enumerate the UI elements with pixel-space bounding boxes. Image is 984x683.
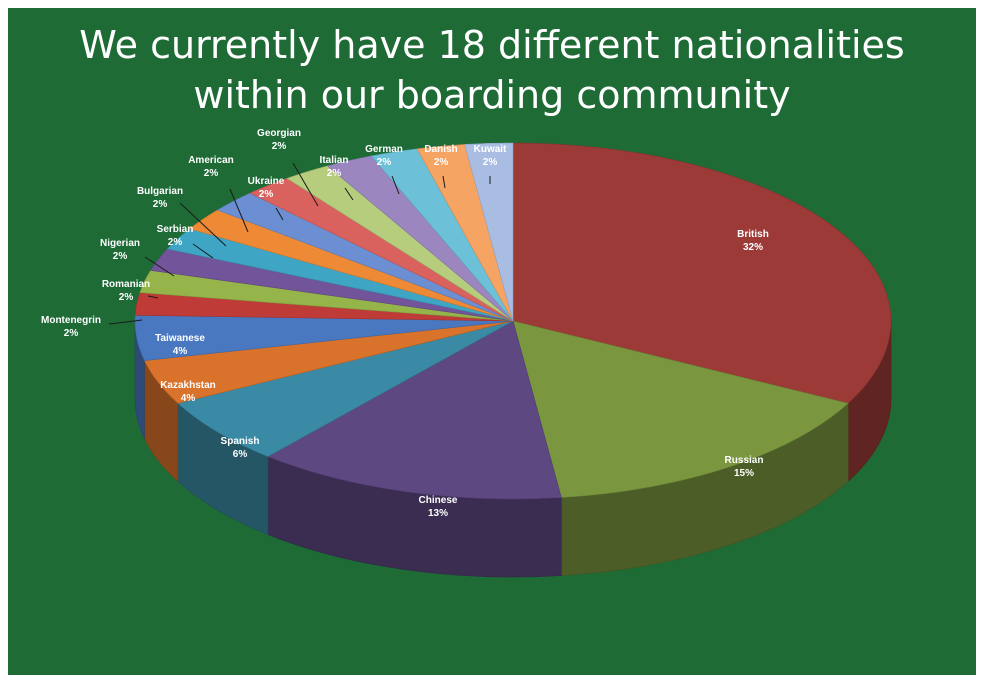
value-label-ukraine: 2% — [259, 189, 274, 200]
value-label-serbian: 2% — [168, 237, 183, 248]
label-danish: Danish — [424, 144, 457, 155]
value-label-bulgarian: 2% — [153, 199, 168, 210]
title-line-2: within our boarding community — [193, 73, 791, 117]
value-label-kuwait: 2% — [483, 157, 498, 168]
slice-russian — [512, 320, 849, 498]
value-label-italian: 2% — [327, 168, 342, 179]
value-label-montenegrin: 2% — [64, 328, 79, 339]
pie-top — [134, 142, 892, 500]
slide-title: We currently have 18 different nationali… — [8, 20, 976, 120]
label-serbian: Serbian — [157, 224, 194, 235]
slice-chinese — [267, 320, 562, 500]
slice-spanish — [177, 320, 514, 457]
value-label-nigerian: 2% — [113, 251, 128, 262]
label-georgian: Georgian — [257, 128, 301, 139]
slide-background: We currently have 18 different nationali… — [8, 8, 976, 675]
label-american: American — [188, 155, 234, 166]
leader-line-italian — [344, 187, 354, 201]
value-label-taiwanese: 4% — [173, 346, 188, 357]
value-label-romanian: 2% — [119, 292, 134, 303]
leader-line-georgian — [292, 162, 319, 207]
leader-line-danish — [442, 175, 446, 189]
value-label-danish: 2% — [434, 157, 449, 168]
title-line-1: We currently have 18 different nationali… — [79, 23, 905, 67]
pie-sides — [134, 320, 892, 578]
leader-line-nigerian — [144, 256, 175, 277]
label-ukraine: Ukraine — [248, 176, 285, 187]
value-label-chinese: 13% — [428, 508, 448, 519]
leader-line-serbian — [192, 243, 214, 259]
label-romanian: Romanian — [102, 279, 150, 290]
label-spanish: Spanish — [221, 436, 260, 447]
pie-labels: British 32% Russian 15% Chinese 13% Spanish 6% K… — [41, 128, 769, 519]
value-label-german: 2% — [377, 157, 392, 168]
label-kuwait: Kuwait — [474, 144, 507, 155]
label-kazakhstan: Kazakhstan — [160, 380, 216, 391]
value-label-american: 2% — [204, 168, 219, 179]
label-german: German — [365, 144, 403, 155]
value-label-british: 32% — [743, 242, 763, 253]
slice-british — [512, 142, 892, 404]
pie-chart: British 32% Russian 15% Chinese 13% Spanish 6% K… — [41, 128, 892, 578]
label-taiwanese: Taiwanese — [155, 333, 205, 344]
value-label-kazakhstan: 4% — [181, 393, 196, 404]
label-italian: Italian — [320, 155, 349, 166]
value-label-russian: 15% — [734, 468, 754, 479]
slice-kuwait — [464, 142, 514, 322]
value-label-spanish: 6% — [233, 449, 248, 460]
value-label-georgian: 2% — [272, 141, 287, 152]
leader-line-german — [391, 175, 400, 195]
leader-line-american — [229, 188, 249, 233]
label-russian: Russian — [725, 455, 764, 466]
label-chinese: Chinese — [419, 495, 458, 506]
label-bulgarian: Bulgarian — [137, 186, 183, 197]
leader-line-ukraine — [275, 207, 284, 221]
label-montenegrin: Montenegrin — [41, 315, 101, 326]
label-nigerian: Nigerian — [100, 238, 140, 249]
label-british: British — [737, 229, 769, 240]
leader-line-romanian — [147, 295, 159, 299]
leader-line-bulgarian — [179, 202, 227, 247]
leader-line-montenegrin — [108, 319, 143, 325]
